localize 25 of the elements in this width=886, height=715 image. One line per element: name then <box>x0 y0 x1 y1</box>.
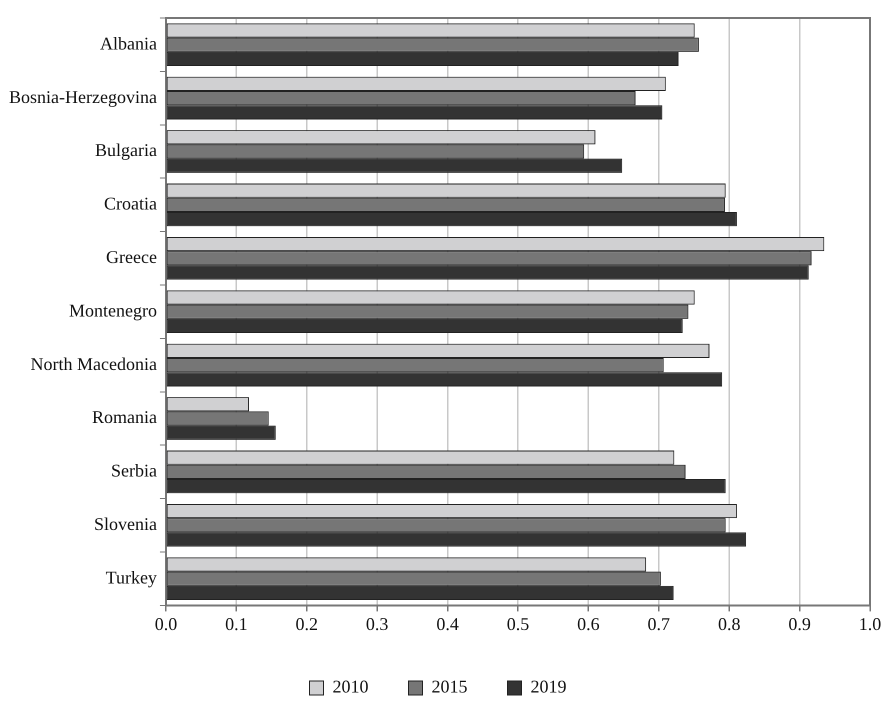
x-tick-label: 0.1 <box>225 614 248 634</box>
y-tick-label: Montenegro <box>68 300 157 320</box>
x-tick-label: 0.7 <box>648 614 670 634</box>
y-tick-label: Slovenia <box>94 514 157 534</box>
x-tick-label: 0.6 <box>577 614 600 634</box>
y-tick-label: Croatia <box>104 194 157 214</box>
x-tick-label: 0.8 <box>718 614 740 634</box>
y-tick-label: Serbia <box>110 460 157 481</box>
x-tick-label: 0.3 <box>366 614 388 634</box>
y-tick-label: Albania <box>100 33 157 54</box>
x-tick-label: 0.9 <box>788 614 811 634</box>
y-tick-label: Greece <box>106 247 157 268</box>
legend-label: 2010 <box>332 676 368 697</box>
y-tick-label: Romania <box>92 407 157 428</box>
y-tick-label: North Macedonia <box>30 354 157 374</box>
x-tick-label: 0.4 <box>436 614 459 634</box>
y-tick-label: Bulgaria <box>94 140 157 160</box>
x-tick-label: 1.0 <box>858 614 882 634</box>
y-tick-label: Turkey <box>106 567 157 588</box>
x-tick-label: 0.2 <box>296 614 318 634</box>
legend-label: 2015 <box>432 676 468 697</box>
x-tick-label: 0.0 <box>154 614 178 634</box>
y-tick-label: Bosnia-Herzegovina <box>8 86 157 107</box>
x-tick-label: 0.5 <box>506 614 530 634</box>
legend-label: 2019 <box>530 676 566 697</box>
